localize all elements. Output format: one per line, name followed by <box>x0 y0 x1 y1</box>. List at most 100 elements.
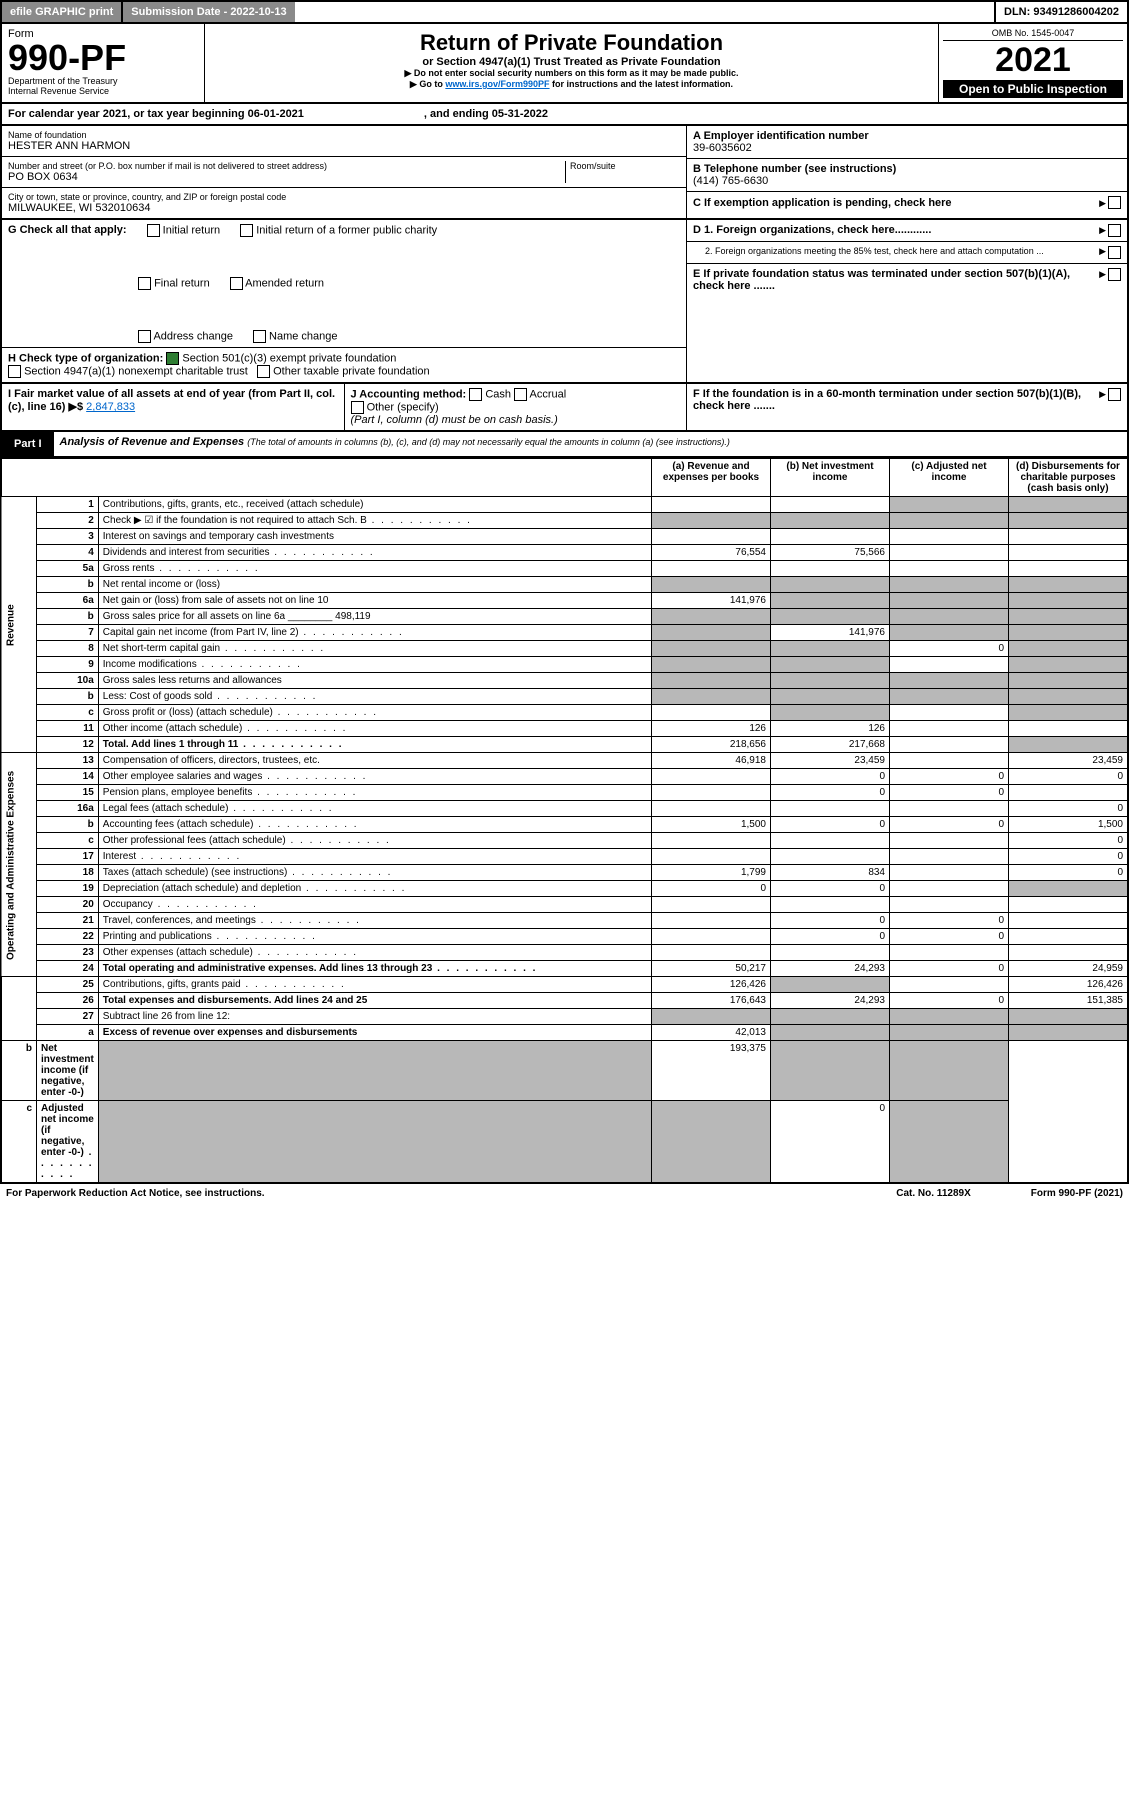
cell <box>652 529 771 545</box>
line-desc: Capital gain net income (from Part IV, l… <box>98 625 651 641</box>
calendar-year-row: For calendar year 2021, or tax year begi… <box>0 104 1129 126</box>
f-checkbox[interactable] <box>1108 388 1121 401</box>
cell: 218,656 <box>652 737 771 753</box>
g-opt: Initial return of a former public charit… <box>256 224 437 236</box>
revenue-label: Revenue <box>1 497 37 753</box>
i-value[interactable]: 2,847,833 <box>86 401 135 413</box>
cell <box>771 897 890 913</box>
d1-checkbox[interactable] <box>1108 224 1121 237</box>
cell <box>771 945 890 961</box>
irs: Internal Revenue Service <box>8 86 198 96</box>
c-label: C If exemption application is pending, c… <box>693 197 1099 209</box>
part1-table: (a) Revenue and expenses per books (b) N… <box>0 458 1129 1184</box>
ij-section: I Fair market value of all assets at end… <box>0 384 1129 432</box>
j-cash-checkbox[interactable] <box>469 388 482 401</box>
cell <box>652 769 771 785</box>
part1-title: Analysis of Revenue and Expenses <box>60 436 245 448</box>
footer-left: For Paperwork Reduction Act Notice, see … <box>6 1188 265 1199</box>
cell <box>652 641 771 657</box>
h-4947-checkbox[interactable] <box>8 365 21 378</box>
line-desc: Total operating and administrative expen… <box>98 961 651 977</box>
d2-checkbox[interactable] <box>1108 246 1121 259</box>
phone: (414) 765-6630 <box>693 175 1121 187</box>
g-amended-checkbox[interactable] <box>230 277 243 290</box>
line-number: 7 <box>37 625 99 641</box>
irs-link[interactable]: www.irs.gov/Form990PF <box>445 79 549 89</box>
cell: 141,976 <box>771 625 890 641</box>
line-number: 20 <box>37 897 99 913</box>
line-number: 2 <box>37 513 99 529</box>
addr-label: Number and street (or P.O. box number if… <box>8 161 565 171</box>
line-number: b <box>37 609 99 625</box>
g-address-checkbox[interactable] <box>138 330 151 343</box>
line-number: 24 <box>37 961 99 977</box>
cell <box>890 673 1009 689</box>
form-subtitle: or Section 4947(a)(1) Trust Treated as P… <box>211 56 932 68</box>
line-desc: Subtract line 26 from line 12: <box>98 1009 651 1025</box>
cell <box>652 945 771 961</box>
line-desc: Depreciation (attach schedule) and deple… <box>98 881 651 897</box>
cell <box>771 1041 890 1101</box>
i-label: I Fair market value of all assets at end… <box>8 388 335 413</box>
cell <box>1009 545 1129 561</box>
line-number: a <box>37 1025 99 1041</box>
cell <box>771 689 890 705</box>
g-opt: Name change <box>269 330 338 342</box>
c-checkbox[interactable] <box>1108 196 1121 209</box>
cell: 1,500 <box>652 817 771 833</box>
g-name-checkbox[interactable] <box>253 330 266 343</box>
cell <box>771 657 890 673</box>
g-initial-former-checkbox[interactable] <box>240 224 253 237</box>
cell <box>652 929 771 945</box>
j-other: Other (specify) <box>367 401 439 413</box>
cell <box>890 977 1009 993</box>
cell <box>1009 657 1129 673</box>
efile-print-button[interactable]: efile GRAPHIC print <box>2 2 123 22</box>
cell: 0 <box>890 769 1009 785</box>
cell <box>890 561 1009 577</box>
cell <box>890 1101 1009 1184</box>
line-number: b <box>37 817 99 833</box>
arrow-icon <box>1099 224 1108 237</box>
phone-label: B Telephone number (see instructions) <box>693 163 1121 175</box>
h-opt: Section 501(c)(3) exempt private foundat… <box>182 352 396 364</box>
cell <box>1009 497 1129 513</box>
footer-cat: Cat. No. 11289X <box>896 1188 970 1199</box>
line-desc: Interest <box>98 849 651 865</box>
check-section: G Check all that apply: Initial return I… <box>0 220 1129 384</box>
line-number: 14 <box>37 769 99 785</box>
cell <box>890 497 1009 513</box>
ein: 39-6035602 <box>693 142 1121 154</box>
g-final-checkbox[interactable] <box>138 277 151 290</box>
cell <box>1009 609 1129 625</box>
g-initial-checkbox[interactable] <box>147 224 160 237</box>
line-number: c <box>37 833 99 849</box>
cell <box>771 833 890 849</box>
cell <box>1009 1009 1129 1025</box>
cell <box>771 529 890 545</box>
cell <box>771 801 890 817</box>
j-other-checkbox[interactable] <box>351 401 364 414</box>
city: MILWAUKEE, WI 532010634 <box>8 202 680 214</box>
omb: OMB No. 1545-0047 <box>943 28 1123 41</box>
cell <box>890 801 1009 817</box>
cell <box>652 1009 771 1025</box>
line-number: c <box>37 705 99 721</box>
cell: 0 <box>1009 801 1129 817</box>
cell: 24,959 <box>1009 961 1129 977</box>
line-desc: Gross rents <box>98 561 651 577</box>
h-501c3-checkbox[interactable] <box>166 352 179 365</box>
j-cash: Cash <box>485 388 511 400</box>
cell: 24,293 <box>771 961 890 977</box>
h-other-checkbox[interactable] <box>257 365 270 378</box>
g-opt: Initial return <box>163 224 220 236</box>
part1-header: Part I Analysis of Revenue and Expenses … <box>0 432 1129 458</box>
cell: 126,426 <box>1009 977 1129 993</box>
cell <box>652 689 771 705</box>
j-accrual-checkbox[interactable] <box>514 388 527 401</box>
cell: 0 <box>771 785 890 801</box>
cell <box>771 577 890 593</box>
cell: 0 <box>771 769 890 785</box>
e-checkbox[interactable] <box>1108 268 1121 281</box>
col-d: (d) Disbursements for charitable purpose… <box>1009 459 1129 497</box>
